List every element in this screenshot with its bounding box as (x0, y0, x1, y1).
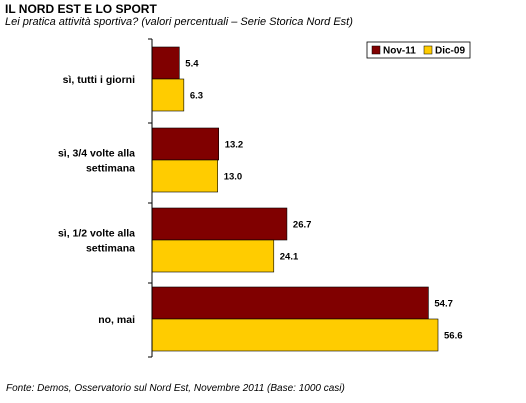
bar-chart: 5.4 13.2 26.7 54.7 6.3 13.0 24.1 56.6 sì, tutti … (58, 38, 471, 358)
chart-title: IL NORD EST E LO SPORT (5, 2, 157, 16)
legend-swatch-dic-09 (423, 45, 433, 55)
source-note: Fonte: Demos, Osservatorio sul Nord Est,… (6, 383, 345, 394)
category-label-1: sì, 3/4 volte alla settimana (58, 148, 135, 175)
bar-nov-11-3 (151, 286, 429, 320)
legend-label-nov-11: Nov-11 (383, 46, 416, 57)
bar-nov-11-1 (151, 127, 219, 161)
bar-dic-09-1 (151, 159, 218, 193)
value-label-nov-11-0: 5.4 (185, 59, 199, 70)
bar-nov-11-0 (151, 46, 180, 80)
category-label-3: no, mai (98, 314, 135, 326)
chart-subtitle: Lei pratica attività sportiva? (valori p… (5, 16, 353, 28)
bar-dic-09-3 (151, 318, 439, 352)
bar-dic-09-2 (151, 239, 275, 273)
legend-label-dic-09: Dic-09 (435, 46, 465, 57)
value-label-dic-09-2: 24.1 (280, 252, 299, 263)
value-label-dic-09-0: 6.3 (190, 91, 203, 102)
value-label-nov-11-3: 54.7 (434, 299, 453, 310)
value-label-dic-09-1: 13.0 (224, 172, 243, 183)
value-label-nov-11-2: 26.7 (293, 220, 312, 231)
value-label-nov-11-1: 13.2 (225, 140, 244, 151)
bar-nov-11-2 (151, 207, 288, 241)
value-label-dic-09-3: 56.6 (444, 331, 463, 342)
legend-swatch-nov-11 (371, 45, 381, 55)
category-label-2: sì, 1/2 volte alla settimana (58, 228, 135, 255)
bar-dic-09-0 (151, 78, 185, 112)
category-label-0: sì, tutti i giorni (63, 74, 135, 86)
legend-box (366, 41, 471, 59)
